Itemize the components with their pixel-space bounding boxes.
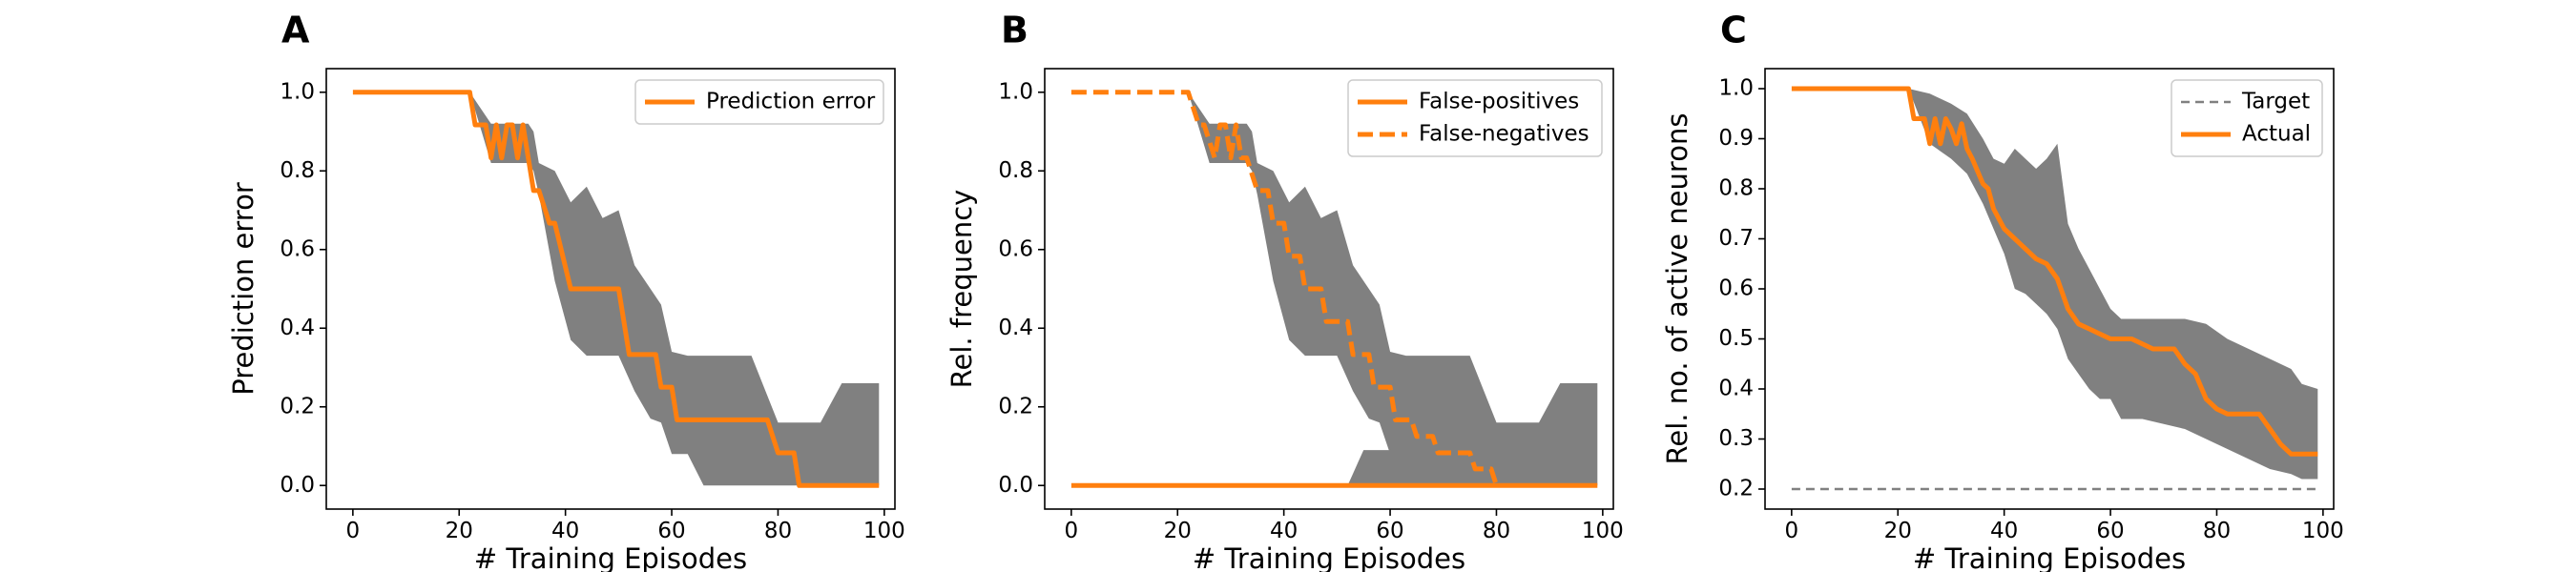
plot-area bbox=[1070, 90, 1598, 488]
x-axis-label: # Training Episodes bbox=[1913, 542, 2186, 572]
x-tick-label: 100 bbox=[1582, 519, 1624, 543]
y-tick-label: 0.8 bbox=[1718, 176, 1754, 201]
x-tick-label: 60 bbox=[657, 519, 685, 543]
y-tick-label: 0.6 bbox=[998, 236, 1033, 261]
x-axis-label: # Training Episodes bbox=[474, 542, 747, 572]
y-tick-label: 0.7 bbox=[1718, 226, 1754, 251]
legend-box bbox=[634, 79, 884, 125]
legend: Target Actual bbox=[2171, 79, 2323, 157]
x-tick-label: 80 bbox=[764, 519, 792, 543]
y-axis-label: Rel. frequency bbox=[945, 190, 978, 389]
y-tick-label: 0.0 bbox=[280, 473, 315, 498]
legend: Prediction error bbox=[634, 79, 884, 125]
axes-frame bbox=[1044, 68, 1614, 510]
x-tick-label: 20 bbox=[1884, 519, 1912, 543]
panel-letter: A bbox=[281, 10, 310, 51]
x-tick-label: 100 bbox=[863, 519, 905, 543]
y-tick-label: 1.0 bbox=[998, 79, 1033, 104]
std-band bbox=[469, 92, 880, 486]
y-tick-label: 0.2 bbox=[280, 394, 315, 419]
legend-label: Prediction error bbox=[706, 90, 876, 114]
y-tick-label: 0.8 bbox=[280, 158, 315, 183]
plot-area bbox=[352, 90, 880, 488]
x-tick-label: 0 bbox=[1785, 519, 1799, 543]
x-tick-label: 80 bbox=[2203, 519, 2231, 543]
y-axis-label: Prediction error bbox=[227, 182, 260, 396]
y-tick-label: 0.4 bbox=[1718, 377, 1754, 401]
y-tick-label: 0.8 bbox=[998, 158, 1033, 183]
y-tick-label: 0.2 bbox=[998, 394, 1033, 419]
y-tick-label: 0.4 bbox=[998, 316, 1033, 340]
legend-label: False-negatives bbox=[1419, 122, 1589, 147]
panel-letter: B bbox=[1001, 10, 1028, 51]
plot-area bbox=[1791, 86, 2318, 491]
legend-box bbox=[1347, 79, 1603, 157]
panel-c: C 0 20 40 60 80 100 0.2 0.3 0.4 0.5 0.6 0.7 0.8 0.9 1.0… bbox=[1661, 10, 2344, 572]
y-tick-label: 0.3 bbox=[1718, 426, 1754, 451]
x-tick-label: 40 bbox=[551, 519, 579, 543]
panel-letter: C bbox=[1720, 10, 1747, 51]
std-band bbox=[1908, 89, 2318, 480]
y-tick-label: 0.6 bbox=[280, 236, 315, 261]
x-tick-label: 0 bbox=[1065, 519, 1079, 543]
legend-label: Target bbox=[2241, 90, 2310, 114]
x-tick-label: 60 bbox=[2096, 519, 2124, 543]
y-tick-label: 1.0 bbox=[1718, 76, 1754, 101]
y-tick-label: 0.0 bbox=[998, 473, 1033, 498]
legend: False-positives False-negatives bbox=[1347, 79, 1603, 157]
legend-label: Actual bbox=[2242, 122, 2311, 147]
std-band bbox=[1347, 450, 1497, 486]
x-tick-label: 100 bbox=[2302, 519, 2344, 543]
series-line-actual bbox=[1791, 86, 2318, 457]
legend-box bbox=[2171, 79, 2323, 157]
x-tick-label: 0 bbox=[346, 519, 361, 543]
y-tick-label: 0.9 bbox=[1718, 126, 1754, 151]
y-axis-label: Rel. no. of active neurons bbox=[1661, 113, 1693, 465]
panel-b: B 0 20 40 60 80 100 0.0 0.2 0.4 0.6 0.8 1.0 # Trainin… bbox=[945, 10, 1624, 572]
x-tick-label: 40 bbox=[1990, 519, 2018, 543]
x-tick-label: 40 bbox=[1270, 519, 1298, 543]
x-tick-label: 20 bbox=[446, 519, 473, 543]
x-tick-label: 20 bbox=[1164, 519, 1192, 543]
x-tick-label: 80 bbox=[1483, 519, 1510, 543]
legend-label: False-positives bbox=[1419, 90, 1579, 114]
y-tick-label: 0.5 bbox=[1718, 326, 1754, 351]
y-tick-label: 0.2 bbox=[1718, 477, 1754, 501]
x-axis-label: # Training Episodes bbox=[1193, 542, 1465, 572]
panel-a: A 0 20 40 60 80 100 0.0 0.2 0.4 0.6 0.8 1.0 # Trainin… bbox=[227, 10, 905, 572]
y-tick-label: 0.4 bbox=[280, 316, 315, 340]
axes-frame bbox=[325, 68, 896, 510]
y-tick-label: 1.0 bbox=[280, 79, 315, 104]
y-tick-label: 0.6 bbox=[1718, 276, 1754, 301]
series-line-false-negatives bbox=[1070, 90, 1499, 487]
series-line-prediction-error bbox=[352, 90, 880, 488]
x-tick-label: 60 bbox=[1376, 519, 1403, 543]
